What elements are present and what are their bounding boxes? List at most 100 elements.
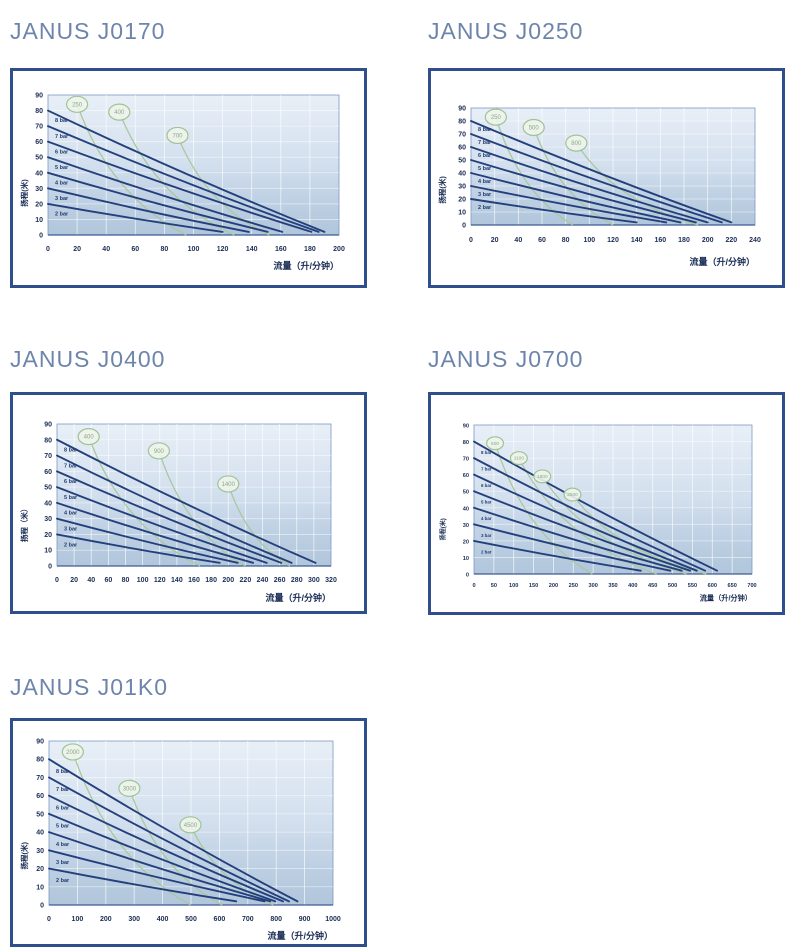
svg-text:1100: 1100 [514, 456, 525, 462]
svg-text:100: 100 [583, 237, 595, 244]
svg-text:1800: 1800 [537, 474, 548, 480]
svg-text:0: 0 [469, 237, 473, 244]
svg-text:20: 20 [458, 197, 466, 204]
svg-text:700: 700 [747, 583, 756, 589]
svg-text:80: 80 [458, 119, 466, 126]
svg-text:700: 700 [172, 133, 183, 139]
page-title: JANUS J0400 [10, 346, 166, 372]
svg-text:3 bar: 3 bar [478, 192, 492, 198]
svg-text:80: 80 [35, 108, 43, 115]
svg-text:140: 140 [246, 246, 258, 253]
svg-text:5 bar: 5 bar [56, 824, 70, 830]
svg-text:320: 320 [325, 577, 337, 584]
svg-text:180: 180 [304, 246, 316, 253]
svg-text:30: 30 [458, 184, 466, 191]
svg-text:8 bar: 8 bar [55, 118, 69, 124]
svg-text:650: 650 [727, 583, 736, 589]
svg-text:600: 600 [708, 583, 717, 589]
svg-text:100: 100 [137, 577, 149, 584]
svg-text:3 bar: 3 bar [64, 527, 78, 533]
svg-text:3 bar: 3 bar [481, 533, 492, 538]
svg-text:5 bar: 5 bar [478, 166, 492, 172]
svg-text:扬程（米）: 扬程（米） [19, 505, 29, 543]
svg-text:700: 700 [242, 916, 254, 923]
svg-text:6 bar: 6 bar [478, 153, 492, 159]
svg-text:60: 60 [44, 469, 52, 476]
svg-text:50: 50 [463, 490, 469, 496]
svg-text:500: 500 [529, 126, 540, 132]
chart-panel: 8 bar 7 bar 6 bar 5 bar 4 bar 3 bar 2 bar 250 40… [10, 68, 367, 288]
svg-text:20: 20 [35, 201, 43, 208]
svg-text:40: 40 [35, 170, 43, 177]
svg-text:5 bar: 5 bar [64, 495, 78, 501]
svg-text:120: 120 [607, 237, 619, 244]
svg-text:0: 0 [39, 233, 43, 240]
svg-text:2 bar: 2 bar [56, 878, 70, 884]
svg-text:40: 40 [514, 237, 522, 244]
svg-text:90: 90 [463, 424, 469, 430]
svg-text:流量（升/分钟）: 流量（升/分钟） [689, 256, 755, 267]
svg-text:500: 500 [668, 583, 677, 589]
svg-text:90: 90 [458, 106, 466, 113]
svg-text:70: 70 [463, 457, 469, 463]
svg-text:900: 900 [299, 916, 311, 923]
svg-text:3 bar: 3 bar [56, 860, 70, 866]
svg-text:流量（升/分钟）: 流量（升/分钟） [273, 260, 339, 271]
svg-text:180: 180 [678, 237, 690, 244]
svg-text:200: 200 [333, 246, 345, 253]
svg-text:0: 0 [47, 916, 51, 923]
svg-text:100: 100 [72, 916, 84, 923]
page-title: JANUS J0700 [428, 346, 584, 372]
svg-text:160: 160 [275, 246, 287, 253]
svg-text:220: 220 [240, 577, 252, 584]
svg-text:50: 50 [35, 155, 43, 162]
svg-text:800: 800 [270, 916, 282, 923]
svg-text:400: 400 [114, 110, 125, 116]
svg-text:60: 60 [104, 577, 112, 584]
svg-text:流量（升/分钟）: 流量（升/分钟） [700, 593, 752, 602]
svg-text:扬程(米): 扬程(米) [437, 176, 447, 204]
svg-text:40: 40 [87, 577, 95, 584]
svg-text:400: 400 [628, 583, 637, 589]
chart-panel: 8 bar 7 bar 6 bar 5 bar 4 bar 3 bar 2 bar 250 50… [428, 68, 785, 288]
svg-text:500: 500 [185, 916, 197, 923]
svg-text:400: 400 [84, 435, 95, 441]
svg-text:50: 50 [491, 583, 497, 589]
svg-text:60: 60 [458, 145, 466, 152]
svg-text:4 bar: 4 bar [56, 842, 70, 848]
chart-block-janus-j0700: JANUS J0700 8 bar 7 bar 6 bar 5 bar 4 bar 3 b… [428, 344, 785, 615]
svg-text:2 bar: 2 bar [55, 212, 69, 218]
svg-text:250: 250 [491, 115, 502, 121]
svg-text:0: 0 [40, 903, 44, 910]
svg-text:160: 160 [654, 237, 666, 244]
svg-text:2 bar: 2 bar [478, 205, 492, 211]
svg-text:60: 60 [538, 237, 546, 244]
svg-text:100: 100 [509, 583, 518, 589]
chart-block-janus-j0400: JANUS J0400 8 bar 7 bar 6 bar 5 bar 4 bar 3 b… [10, 344, 367, 614]
pump-curve-chart: 8 bar 7 bar 6 bar 5 bar 4 bar 3 bar 2 bar 250 50… [437, 106, 761, 268]
svg-text:20: 20 [44, 532, 52, 539]
svg-text:280: 280 [291, 577, 303, 584]
svg-text:90: 90 [35, 93, 43, 100]
svg-text:90: 90 [44, 422, 52, 429]
svg-text:7 bar: 7 bar [478, 140, 492, 146]
svg-text:10: 10 [458, 210, 466, 217]
svg-text:8 bar: 8 bar [56, 769, 70, 775]
svg-text:220: 220 [725, 237, 737, 244]
svg-text:60: 60 [35, 139, 43, 146]
svg-text:180: 180 [205, 577, 217, 584]
svg-text:流量（升/分钟）: 流量（升/分钟） [265, 592, 331, 603]
svg-text:7 bar: 7 bar [55, 134, 69, 140]
svg-text:400: 400 [157, 916, 169, 923]
svg-text:60: 60 [463, 473, 469, 479]
svg-text:10: 10 [44, 548, 52, 555]
svg-text:0: 0 [466, 573, 469, 579]
svg-text:2 bar: 2 bar [481, 549, 492, 554]
svg-text:200: 200 [549, 583, 558, 589]
svg-text:8 bar: 8 bar [64, 448, 78, 454]
svg-text:60: 60 [36, 793, 44, 800]
svg-text:90: 90 [36, 739, 44, 746]
svg-text:80: 80 [44, 437, 52, 444]
svg-text:30: 30 [44, 516, 52, 523]
